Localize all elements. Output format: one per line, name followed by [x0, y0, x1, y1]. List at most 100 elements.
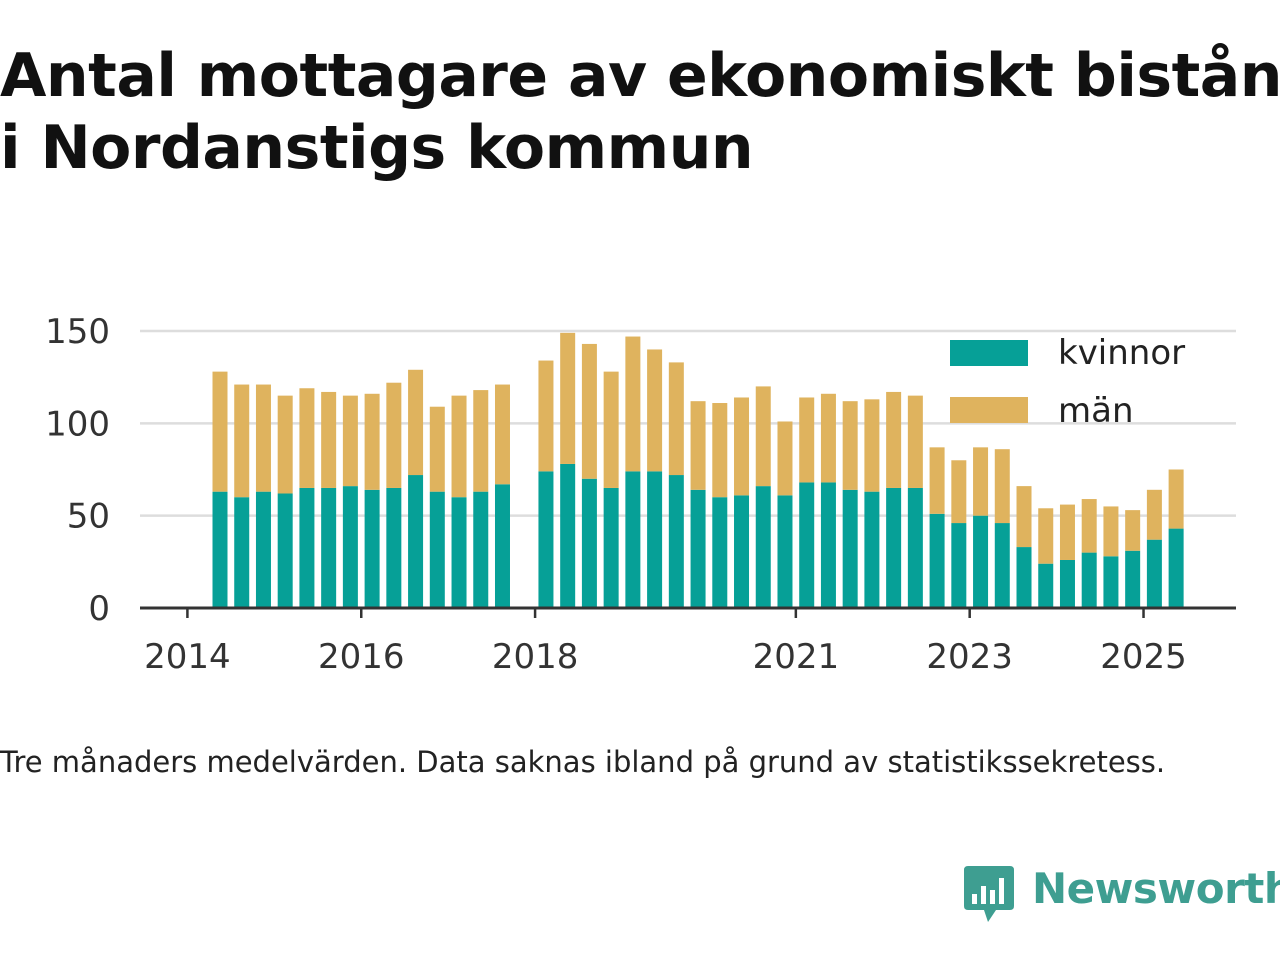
- bar-man: [973, 447, 989, 516]
- bar-man: [1146, 489, 1162, 540]
- bar-kvinnor: [820, 482, 836, 608]
- bar-man: [342, 395, 358, 487]
- bar-kvinnor: [690, 489, 706, 608]
- bar-man: [1059, 504, 1075, 560]
- stacked-bar-chart: 0 50 100 150 2014 2016 2018 2021 2023 2025 kvinn…: [45, 312, 1236, 677]
- bar-man: [1125, 510, 1141, 551]
- chart-title: Antal mottagare av ekonomiskt bistånd i …: [0, 40, 1280, 184]
- bar-kvinnor: [842, 489, 858, 608]
- x-axis-ticks: 2014 2016 2018 2021 2023 2025: [144, 608, 1187, 677]
- bar-kvinnor: [1103, 556, 1119, 608]
- bar-kvinnor: [625, 471, 641, 608]
- bar-man: [386, 382, 402, 488]
- bar-man: [451, 395, 467, 498]
- bar-man: [625, 336, 641, 472]
- bar-kvinnor: [647, 471, 663, 608]
- bar-man: [299, 388, 315, 488]
- bar-kvinnor: [951, 523, 967, 608]
- bar-kvinnor: [799, 482, 815, 608]
- bar-man: [734, 397, 750, 496]
- bar-man: [321, 391, 337, 488]
- bar-man: [842, 401, 858, 490]
- bar-man: [212, 371, 228, 492]
- legend-swatch-kvinnor: [950, 340, 1028, 366]
- bar-kvinnor: [668, 475, 684, 608]
- bar-man: [581, 343, 597, 479]
- bar-man: [1081, 499, 1097, 553]
- bar-kvinnor: [321, 487, 337, 608]
- bar-kvinnor: [1016, 547, 1032, 608]
- bar-man: [560, 332, 576, 464]
- bar-kvinnor: [886, 487, 902, 608]
- bar-man: [647, 349, 663, 472]
- bar-kvinnor: [1168, 528, 1184, 608]
- bar-man: [1016, 486, 1032, 548]
- legend-swatch-man: [950, 397, 1028, 423]
- x-tick-label: 2021: [753, 637, 840, 677]
- bar-man: [994, 449, 1010, 524]
- bar-kvinnor: [712, 497, 728, 608]
- bar-man: [1038, 508, 1054, 564]
- x-tick-label: 2016: [318, 637, 405, 677]
- x-tick-label: 2018: [492, 637, 579, 677]
- y-axis-tick-labels: 0 50 100 150: [45, 312, 110, 629]
- bar-man: [886, 391, 902, 488]
- bar-kvinnor: [494, 484, 510, 608]
- bar-kvinnor: [255, 491, 271, 608]
- bar-man: [951, 460, 967, 524]
- bar-kvinnor: [538, 471, 554, 608]
- bar-kvinnor: [1125, 550, 1141, 608]
- bar-man: [277, 395, 293, 494]
- y-tick-label: 100: [45, 404, 110, 444]
- legend-label-kvinnor: kvinnor: [1058, 333, 1185, 373]
- legend: kvinnor män: [950, 333, 1185, 431]
- bar-kvinnor: [364, 489, 380, 608]
- bar-man: [408, 369, 424, 476]
- bar-man: [473, 390, 489, 492]
- bar-kvinnor: [864, 491, 880, 608]
- chart-title-line-2: i Nordanstigs kommun: [0, 113, 754, 183]
- bar-man: [690, 401, 706, 490]
- bars: [212, 332, 1184, 608]
- x-tick-label: 2025: [1100, 637, 1187, 677]
- y-tick-label: 150: [45, 312, 110, 352]
- newsworthy-logo-icon: [964, 866, 1014, 922]
- bar-kvinnor: [408, 475, 424, 608]
- bar-man: [538, 360, 554, 472]
- bar-kvinnor: [386, 487, 402, 608]
- bar-kvinnor: [734, 495, 750, 608]
- bar-man: [712, 403, 728, 498]
- legend-label-man: män: [1058, 391, 1134, 431]
- bar-kvinnor: [994, 523, 1010, 608]
- bar-kvinnor: [451, 497, 467, 608]
- bar-man: [777, 421, 793, 496]
- bar-man: [255, 384, 271, 492]
- bar-man: [755, 386, 771, 487]
- bar-kvinnor: [755, 486, 771, 608]
- bar-man: [429, 406, 445, 492]
- bar-kvinnor: [299, 487, 315, 608]
- bar-kvinnor: [212, 491, 228, 608]
- x-tick-label: 2023: [926, 637, 1013, 677]
- bar-kvinnor: [1081, 552, 1097, 608]
- bar-man: [820, 393, 836, 483]
- bar-man: [929, 447, 945, 514]
- bar-kvinnor: [234, 497, 250, 608]
- chart-caption: Tre månaders medelvärden. Data saknas ib…: [0, 745, 1166, 779]
- bar-kvinnor: [1146, 539, 1162, 608]
- bar-man: [668, 362, 684, 476]
- bar-man: [907, 395, 923, 488]
- bar-man: [799, 397, 815, 483]
- bar-man: [1168, 469, 1184, 529]
- bar-kvinnor: [603, 487, 619, 608]
- bar-kvinnor: [777, 495, 793, 608]
- bar-kvinnor: [277, 493, 293, 608]
- bar-man: [864, 399, 880, 492]
- bar-kvinnor: [429, 491, 445, 608]
- bar-kvinnor: [342, 486, 358, 608]
- bar-kvinnor: [973, 515, 989, 608]
- bar-man: [494, 384, 510, 485]
- x-tick-label: 2014: [144, 637, 231, 677]
- bar-kvinnor: [929, 513, 945, 608]
- bar-kvinnor: [581, 478, 597, 608]
